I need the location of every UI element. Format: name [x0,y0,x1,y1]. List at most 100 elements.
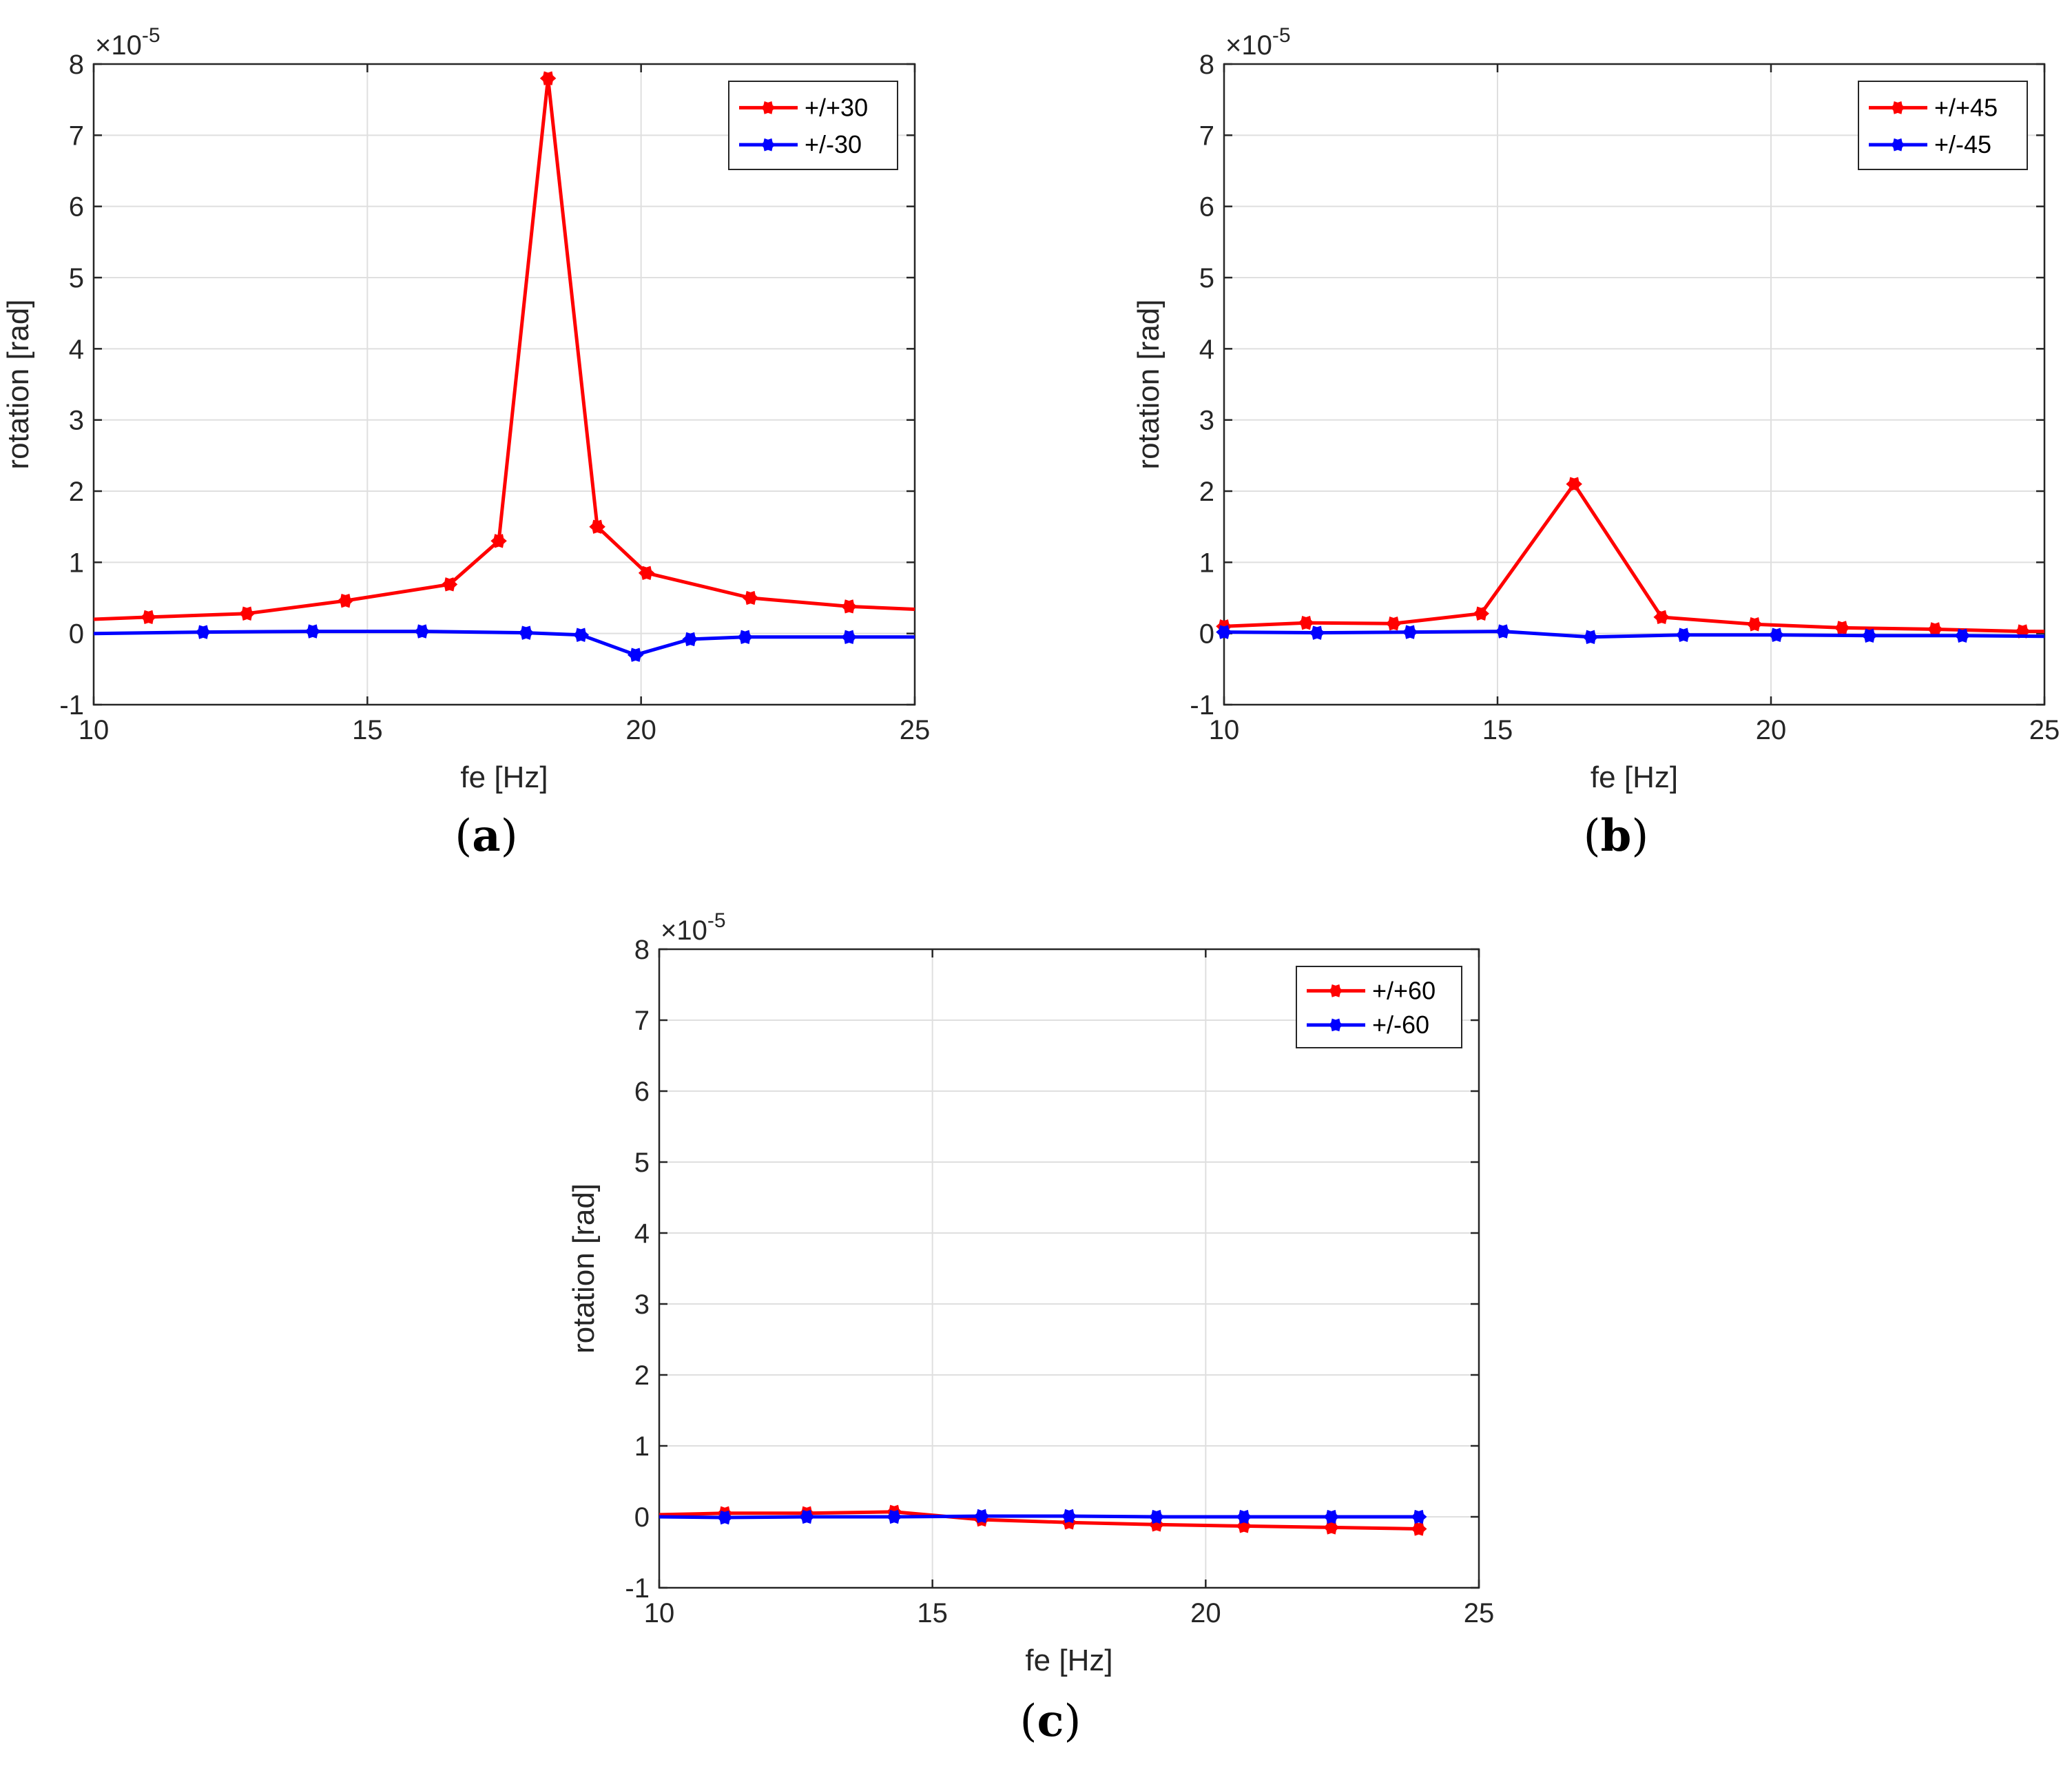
y-tick-label: 1 [1199,548,1214,578]
y-tick-label: 6 [69,192,84,222]
data-point [140,610,157,625]
y-tick-label: 0 [634,1502,650,1533]
panel-label: (b) [1584,810,1649,862]
y-tick-label: 7 [69,121,84,151]
y-tick-label: 7 [1199,121,1214,151]
y-axis-label: rotation [rad] [567,1183,601,1354]
data-point [1216,625,1232,639]
series-line-+/-45 [1223,630,2045,639]
y-tick-label: -1 [59,690,84,721]
legend-marker [760,101,776,114]
data-point [1385,617,1402,631]
y-tick-label: 5 [634,1148,650,1178]
x-tick-label: 15 [352,715,383,745]
data-point [441,577,458,592]
y-tick-label: 5 [1199,263,1214,293]
data-point [886,1509,902,1524]
x-tick-label: 25 [2029,715,2060,745]
data-point [304,624,321,639]
chart-panel-b: 10 15 20 25 -1 0 1 2 3 4 5 6 7 8 ×10-5 fe [Hz] rotation … [1132,24,2060,862]
data-point [1473,606,1489,621]
series-line-+/+30 [93,76,915,621]
y-tick-label: 8 [1199,50,1214,80]
data-point [1410,1509,1427,1524]
y-axis-label: rotation [rad] [1,299,35,469]
data-point [1495,624,1511,639]
plot-area [94,64,915,705]
legend [1296,966,1462,1048]
y-tick-label: 6 [1199,192,1214,222]
data-point [1768,628,1785,642]
legend-marker [1890,101,1905,114]
y-tick-label: 2 [634,1360,650,1391]
y-tick-label: -1 [1190,690,1214,721]
legend [728,81,898,170]
y-tick-label: 4 [634,1219,650,1249]
plot-area [659,949,1479,1588]
data-point [1298,615,1314,630]
data-point [840,630,858,645]
data-point [414,624,431,639]
legend-entry-label: +/+60 [1372,976,1436,1004]
y-tick-label: 8 [69,50,84,80]
x-tick-label: 10 [644,1598,675,1628]
legend-marker [1328,1018,1343,1032]
data-point [1746,617,1763,632]
data-point [518,625,535,640]
data-point [1061,1509,1077,1524]
data-point [572,628,590,642]
y-tick-label: 2 [1199,477,1214,507]
data-point [539,71,557,85]
y-tick-label: 4 [69,334,84,364]
legend-entry-label: +/-30 [805,130,862,158]
data-point [1402,625,1418,639]
data-point [716,1510,733,1525]
y-tick-label: 8 [634,935,650,965]
x-axis-label: fe [Hz] [460,760,548,794]
data-point [1675,628,1692,642]
y-tick-label: 3 [1199,406,1214,436]
data-point [973,1509,990,1524]
y-tick-label: 6 [634,1077,650,1107]
legend-marker [1328,984,1343,997]
data-point [195,625,211,639]
y-tick-label: 5 [69,263,84,293]
y-tick-label: -1 [625,1573,650,1604]
y-tick-label: 1 [69,548,84,578]
legend-marker [1890,138,1905,152]
legend-entry-label: +/+30 [805,93,868,121]
x-tick-label: 15 [1482,715,1513,745]
y-tick-label: 0 [69,619,84,650]
y-tick-label: 1 [634,1431,650,1462]
series-line-+/+60 [659,1510,1419,1531]
y-tick-label: 4 [1199,334,1214,364]
panel-label: (a) [455,810,517,862]
legend [1858,81,2028,170]
y-tick-label: 0 [1199,619,1214,650]
data-point [1148,1509,1165,1524]
chart-panel-c: 10 15 20 25 -1 0 1 2 3 4 5 6 7 8 ×10-5 fe [Hz] rotation … [567,909,1494,1747]
x-axis-label: fe [Hz] [1025,1644,1112,1677]
data-point [798,1509,815,1524]
data-point [1582,630,1599,645]
data-point [1653,610,1670,625]
plot-area [1224,64,2044,705]
y-exponent-label: ×10-5 [95,24,160,61]
data-point [490,534,507,548]
data-point [627,648,644,662]
x-tick-label: 20 [1190,1598,1221,1628]
y-exponent-label: ×10-5 [1225,24,1291,61]
data-point [1954,628,1971,643]
x-tick-label: 10 [79,715,110,745]
x-tick-label: 20 [625,715,656,745]
x-axis-label: fe [Hz] [1591,760,1678,794]
y-tick-label: 2 [69,477,84,507]
data-point [589,519,605,534]
y-tick-label: 3 [69,406,84,436]
legend-marker [760,138,776,152]
x-tick-label: 25 [900,715,931,745]
x-tick-label: 25 [1464,1598,1495,1628]
axes-box [1223,63,2046,706]
legend-entry-label: +/-45 [1934,130,1991,158]
data-point [1566,477,1582,491]
